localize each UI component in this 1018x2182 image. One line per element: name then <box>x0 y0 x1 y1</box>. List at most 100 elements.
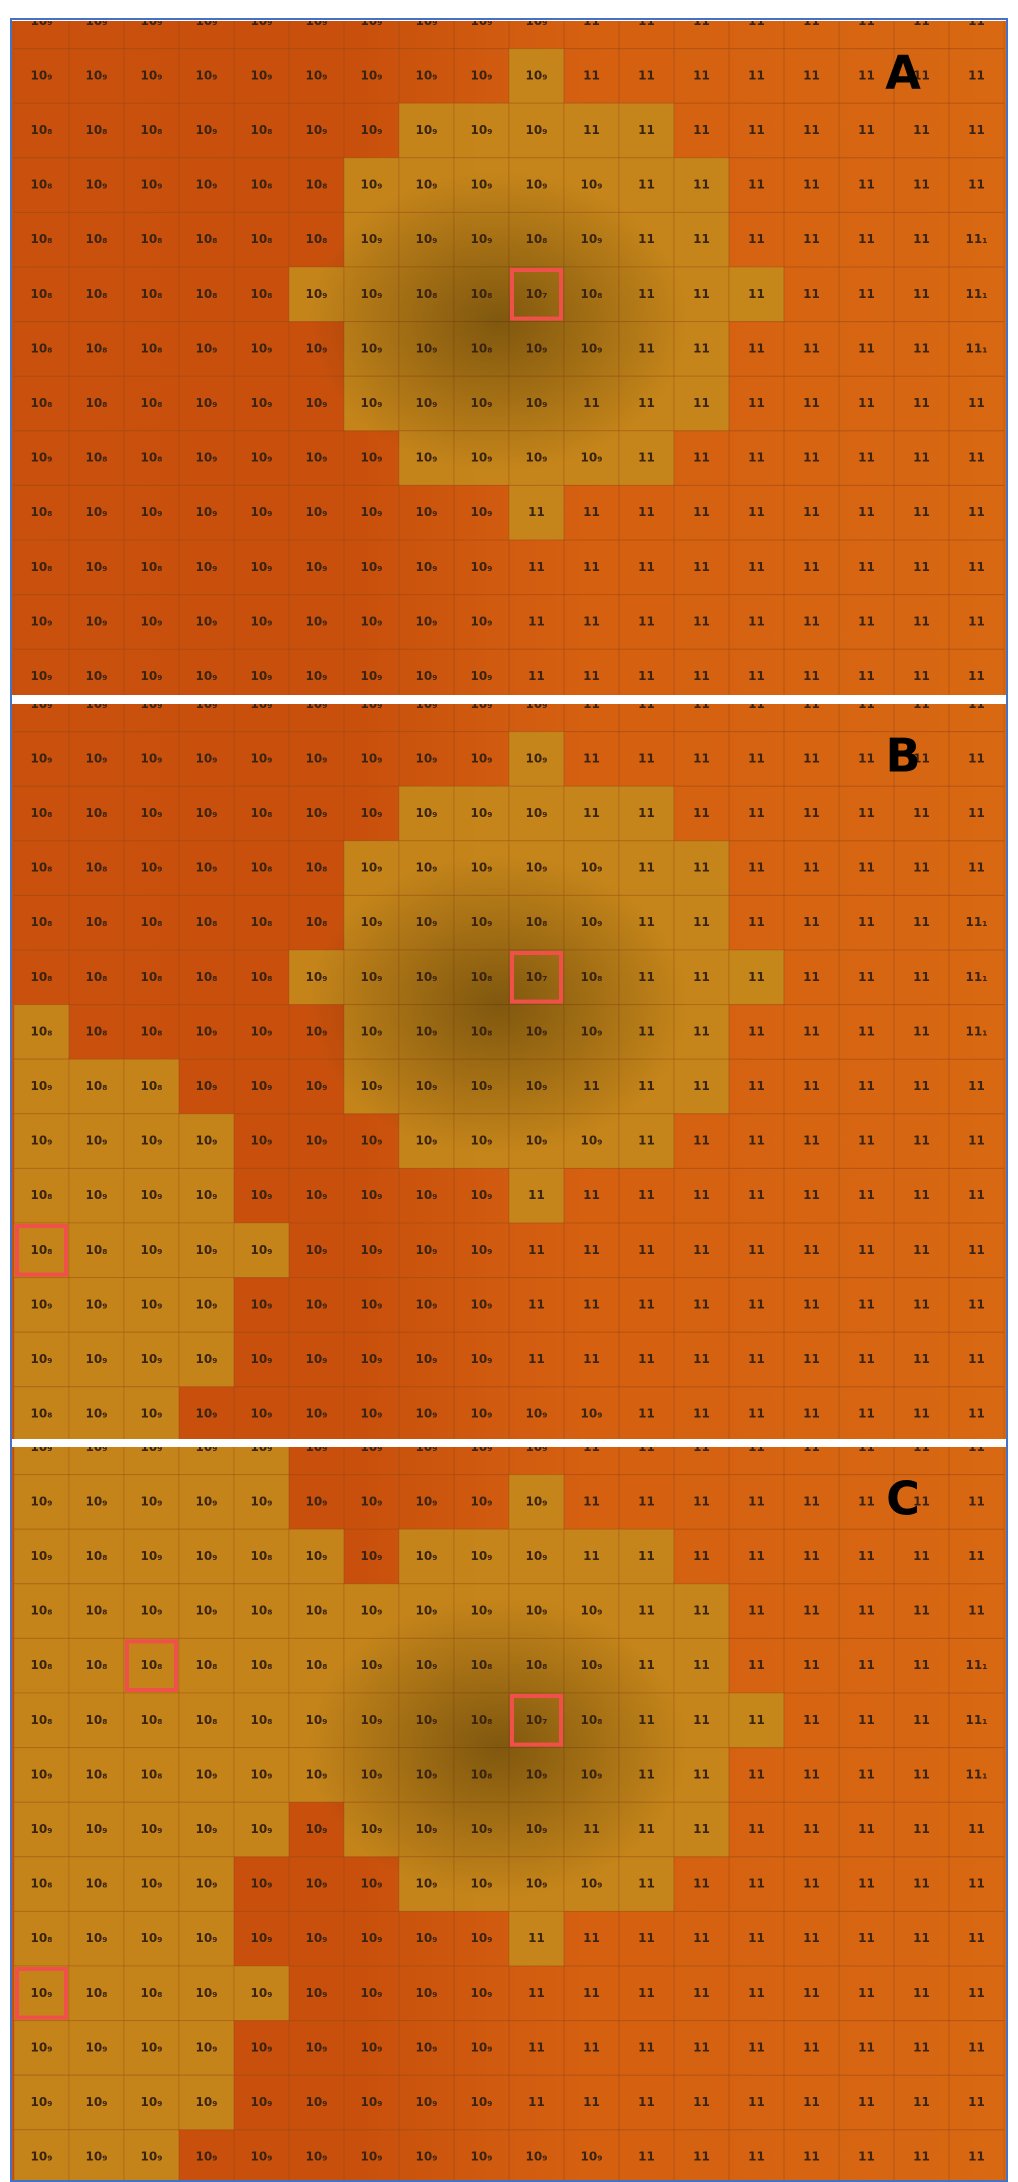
cell-value: 10₉ <box>306 614 328 628</box>
cell-value: 11 <box>803 970 820 984</box>
cell-value: 11 <box>748 751 765 765</box>
cell-value: 11 <box>528 669 545 683</box>
cell <box>123 484 180 541</box>
cell <box>68 648 125 695</box>
cell <box>508 2129 565 2180</box>
cell-value: 10₈ <box>86 1604 108 1618</box>
cell-value: 10₉ <box>361 1658 383 1672</box>
cell <box>508 731 565 787</box>
cell-value: 10₉ <box>141 806 163 820</box>
cell <box>893 484 950 541</box>
cell <box>783 949 840 1006</box>
cell-value: 10₈ <box>86 1658 108 1672</box>
cell-value: 10₉ <box>141 1243 163 1257</box>
cell-value: 10₈ <box>196 1658 218 1672</box>
cell-value: 11 <box>968 1931 985 1945</box>
cell-value: 10₉ <box>86 178 108 192</box>
cell <box>563 539 620 596</box>
cell <box>508 102 565 159</box>
cell-value: 10₈ <box>251 1604 273 1618</box>
cell-value: 10₉ <box>31 2040 53 2054</box>
cell-value: 11 <box>858 669 875 683</box>
cell <box>178 1386 235 1439</box>
cell-value: 11 <box>913 1494 930 1508</box>
cell-value: 11 <box>693 1079 710 1093</box>
cell-value: 10₉ <box>196 68 218 82</box>
cell-value: 10₉ <box>526 1024 548 1038</box>
cell-value: 10₉ <box>306 123 328 137</box>
cell <box>123 1277 180 1333</box>
cell-value: 11 <box>748 970 765 984</box>
cell <box>893 211 950 268</box>
cell <box>728 157 785 213</box>
cell <box>948 1856 1005 1912</box>
cell <box>13 1583 70 1639</box>
cell <box>508 1277 565 1333</box>
cell <box>783 539 840 596</box>
cell <box>838 1004 895 1060</box>
cell-value: 10₉ <box>306 1877 328 1891</box>
dark-spot <box>308 1597 688 1898</box>
cell-value: 10₉ <box>251 669 273 683</box>
cell-value: 10₈ <box>31 1713 53 1727</box>
cell <box>893 1113 950 1169</box>
cell <box>13 1386 70 1439</box>
cell-value: 10₉ <box>86 614 108 628</box>
cell-value: 11 <box>858 287 875 301</box>
cell <box>508 1386 565 1439</box>
cell-value: 11 <box>748 232 765 246</box>
cell-value: 11 <box>803 751 820 765</box>
cell <box>123 1386 180 1439</box>
cell-value: 11 <box>528 560 545 574</box>
cell-value: 10₉ <box>526 1407 548 1421</box>
cell-value: 10₉ <box>306 1024 328 1038</box>
cell <box>893 704 950 733</box>
cell-value: 11 <box>693 1877 710 1891</box>
cell-value: 11 <box>913 396 930 410</box>
cell-value: 10₉ <box>141 2150 163 2164</box>
cell-value: 11 <box>528 1352 545 1366</box>
cell <box>673 430 730 486</box>
cell-value: 10₈ <box>86 1877 108 1891</box>
cell <box>178 157 235 213</box>
cell <box>68 1447 125 1476</box>
cell <box>728 321 785 377</box>
cell <box>893 1747 950 1803</box>
cell-value: 10₈ <box>141 287 163 301</box>
cell <box>948 48 1005 104</box>
cell <box>893 430 950 486</box>
cell <box>398 1965 455 2022</box>
cell <box>123 211 180 268</box>
cell <box>68 1277 125 1333</box>
cell <box>948 321 1005 377</box>
cell-value: 10₈ <box>31 861 53 875</box>
cell-value: 10₈ <box>306 1658 328 1672</box>
cell-value: 11 <box>693 697 710 711</box>
cell-value: 10₉ <box>361 2150 383 2164</box>
cell <box>343 2074 400 2131</box>
cell <box>178 375 235 432</box>
cell <box>123 1167 180 1224</box>
cell-value: 11 <box>638 68 655 82</box>
cell-value: 11 <box>858 2040 875 2054</box>
cell-value: 11 <box>693 1352 710 1366</box>
cell-value: 10₉ <box>361 178 383 192</box>
cell-value: 11 <box>858 1407 875 1421</box>
cell <box>233 1004 290 1060</box>
cell-value: 11 <box>638 669 655 683</box>
cell <box>673 1447 730 1476</box>
cell-value: 10₉ <box>361 669 383 683</box>
cell-value: 10₈ <box>471 1767 493 1781</box>
cell <box>13 430 70 486</box>
cell-value: 10₉ <box>361 1243 383 1257</box>
cell <box>68 430 125 486</box>
cell <box>68 1113 125 1169</box>
cell <box>893 157 950 213</box>
cell-value: 10₉ <box>471 123 493 137</box>
cell <box>123 894 180 951</box>
cell <box>233 102 290 159</box>
cell-value: 10₈ <box>471 1024 493 1038</box>
cell <box>178 48 235 104</box>
cell-value: 10₉ <box>526 1877 548 1891</box>
cell <box>948 704 1005 733</box>
